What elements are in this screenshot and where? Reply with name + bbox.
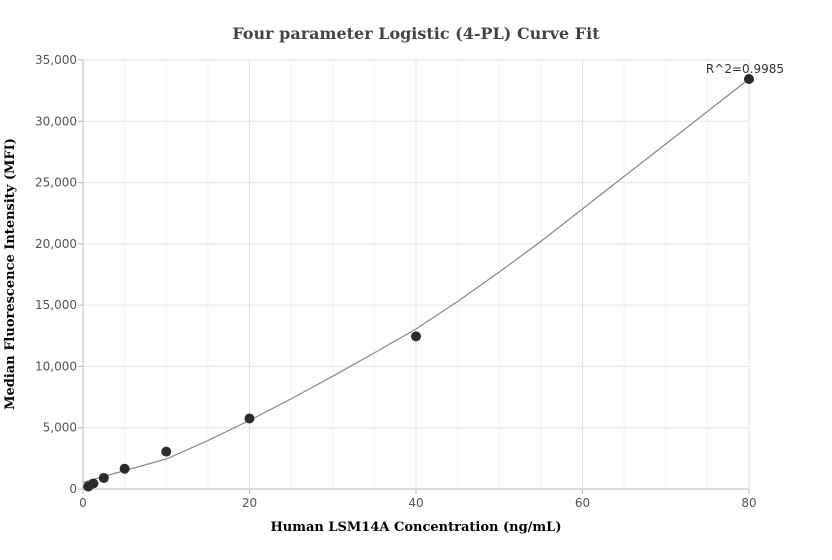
x-tick-label: 40: [408, 496, 423, 510]
x-tick-label: 0: [79, 496, 87, 510]
y-axis-ticks: 0 5,000 10,000 15,000 20,000 25,000 30,000 35,0…: [35, 53, 83, 496]
y-tick-label: 30,000: [35, 114, 77, 128]
data-point: [98, 472, 109, 483]
grid: [83, 59, 750, 489]
data-point: [744, 73, 754, 84]
data-point: [119, 463, 130, 474]
fit-curve-line: [82, 78, 750, 483]
x-tick-label: 80: [741, 496, 756, 510]
y-tick-label: 20,000: [35, 237, 77, 251]
y-tick-label: 25,000: [35, 176, 77, 190]
y-tick-label: 35,000: [35, 53, 77, 67]
y-axis-title: Median Fluorescence Intensity (MFI): [3, 138, 18, 410]
y-tick-label: 5,000: [43, 421, 77, 435]
y-tick-label: 10,000: [35, 359, 77, 373]
data-point: [244, 413, 255, 424]
data-point: [88, 478, 99, 489]
data-points: [83, 73, 754, 492]
data-point: [411, 331, 421, 342]
y-tick-label: 0: [69, 482, 77, 496]
r-squared-annotation: R^2=0.9985: [706, 62, 784, 76]
y-tick-label: 15,000: [35, 298, 77, 312]
x-tick-label: 60: [575, 496, 590, 510]
x-tick-label: 20: [242, 496, 257, 510]
x-axis-title: Human LSM14A Concentration (ng/mL): [271, 520, 562, 535]
chart-title: Four parameter Logistic (4-PL) Curve Fit: [232, 24, 600, 43]
x-axis-ticks: 0 20 40 60 80: [79, 489, 757, 510]
data-point: [161, 446, 172, 457]
